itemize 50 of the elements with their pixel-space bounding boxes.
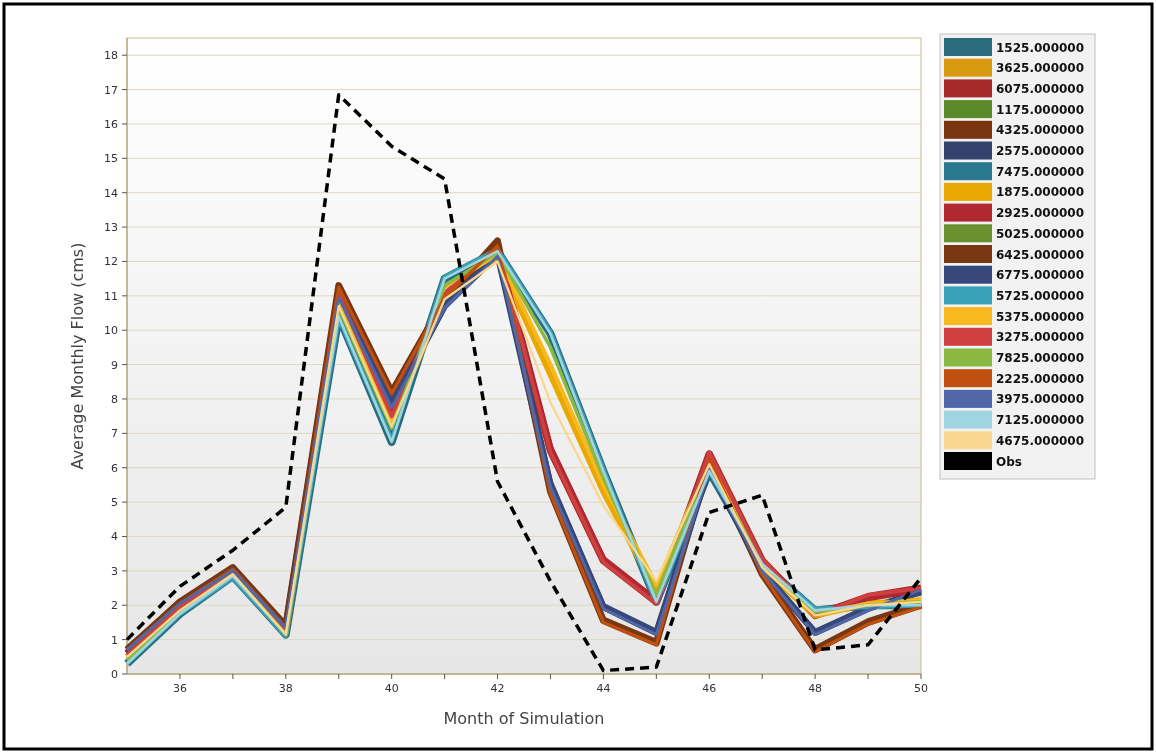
x-tick-label: 42 bbox=[490, 682, 505, 695]
legend-label: 7475.000000 bbox=[996, 164, 1085, 179]
legend-label: 4675.000000 bbox=[996, 433, 1085, 448]
y-tick-label: 2 bbox=[111, 599, 118, 613]
legend-label: 4325.000000 bbox=[996, 123, 1085, 138]
y-tick-label: 4 bbox=[111, 530, 118, 544]
y-tick-label: 14 bbox=[104, 186, 118, 200]
y-tick-label: 13 bbox=[104, 221, 118, 235]
x-tick-label: 48 bbox=[808, 682, 823, 695]
legend-label: 3625.000000 bbox=[996, 61, 1085, 76]
y-tick-label: 3 bbox=[111, 564, 118, 578]
x-axis-title: Month of Simulation bbox=[443, 709, 605, 728]
y-tick-label: 6 bbox=[111, 461, 118, 475]
x-tick-label: 36 bbox=[172, 682, 187, 695]
legend-label: Obs bbox=[996, 454, 1022, 469]
y-tick-label: 9 bbox=[111, 358, 118, 372]
y-tick-label: 18 bbox=[104, 49, 118, 63]
legend-label: 5375.000000 bbox=[996, 309, 1085, 324]
legend-label: 7125.000000 bbox=[996, 413, 1085, 428]
y-tick-label: 11 bbox=[104, 289, 118, 303]
legend-label: 5725.000000 bbox=[996, 288, 1085, 303]
legend-label: 1875.000000 bbox=[996, 185, 1085, 200]
y-tick-label: 1 bbox=[111, 633, 118, 647]
y-tick-label: 12 bbox=[104, 255, 118, 269]
x-tick-label: 40 bbox=[384, 682, 399, 695]
y-tick-label: 15 bbox=[104, 152, 118, 166]
legend-label: 7825.000000 bbox=[996, 351, 1085, 365]
legend-label: 3975.000000 bbox=[996, 392, 1085, 407]
legend-label: 3275.000000 bbox=[996, 330, 1085, 345]
legend-label: 2575.000000 bbox=[996, 144, 1085, 158]
y-tick-label: 17 bbox=[104, 83, 118, 97]
x-tick-label: 50 bbox=[914, 682, 928, 695]
legend-label: 1525.000000 bbox=[996, 40, 1085, 55]
legend-label: 1175.000000 bbox=[996, 102, 1085, 117]
y-tick-label: 8 bbox=[111, 392, 118, 406]
x-tick-label: 46 bbox=[702, 682, 717, 695]
legend-label: 2925.000000 bbox=[996, 206, 1085, 221]
legend-label: 6075.000000 bbox=[996, 81, 1085, 96]
y-axis-title: Average Monthly Flow (cms) bbox=[68, 242, 87, 470]
legend-label: 5025.000000 bbox=[996, 226, 1085, 241]
y-tick-label: 0 bbox=[111, 668, 118, 681]
y-tick-label: 7 bbox=[111, 427, 118, 441]
legend-label: 6425.000000 bbox=[996, 247, 1085, 262]
legend-label: 2225.000000 bbox=[996, 371, 1085, 386]
legend-label: 6775.000000 bbox=[996, 268, 1085, 283]
x-tick-label: 44 bbox=[596, 682, 611, 695]
y-tick-label: 16 bbox=[104, 117, 118, 131]
y-tick-label: 5 bbox=[111, 496, 118, 510]
x-tick-label: 38 bbox=[278, 682, 293, 695]
y-tick-label: 10 bbox=[104, 324, 118, 338]
